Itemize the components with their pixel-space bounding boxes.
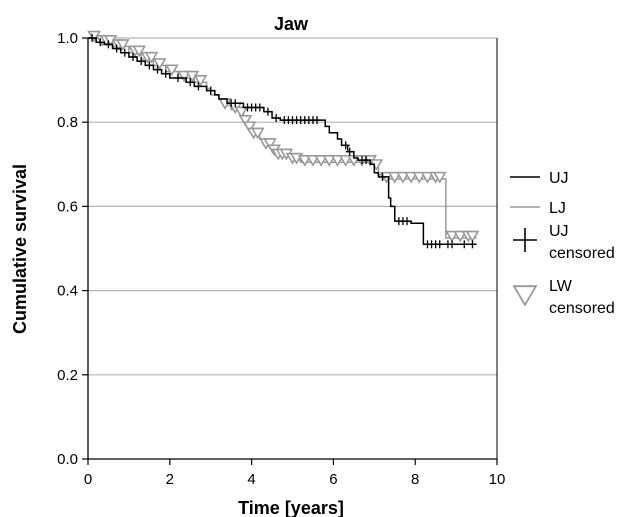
axes (82, 37, 498, 465)
censor-mark-lj (314, 154, 329, 167)
series-uj (88, 34, 477, 249)
censor-mark-lj (453, 230, 468, 243)
censor-mark-lj (238, 115, 253, 127)
legend-label-lj: LJ (549, 200, 566, 217)
x-axis-label: Time [years] (238, 498, 344, 517)
legend-label-lwc: LW (549, 278, 573, 295)
censor-mark-lj (404, 171, 419, 184)
survival-step-uj (88, 37, 477, 246)
grid-lines (88, 37, 497, 376)
censor-mark-lj (445, 230, 459, 243)
survival-step-lj (88, 37, 477, 239)
censor-mark-lj (152, 58, 167, 70)
censor-mark-lj (193, 75, 208, 87)
legend-item-uj: UJ (510, 170, 569, 187)
censor-mark-lj (387, 171, 402, 184)
y-tick-labels: 0.0 0.2 0.4 0.6 0.8 1.0 (57, 30, 78, 468)
legend: UJ LJ UJ censored LW censored (510, 170, 615, 317)
censor-mark-lj (338, 154, 353, 167)
legend-label-lwc: censored (549, 300, 615, 317)
censor-mark-lj (115, 39, 130, 51)
censor-mark-lj (330, 154, 345, 167)
censor-mark-lj (177, 70, 192, 83)
censor-mark-lj (250, 127, 265, 140)
survival-curves (87, 30, 480, 249)
censor-mark-lj (242, 121, 257, 134)
y-tick-label: 0.4 (57, 283, 78, 300)
y-tick-label: 0.6 (57, 198, 78, 215)
censor-mark-lj (297, 154, 312, 167)
censor-mark-lj (234, 106, 249, 119)
censor-mark-lj (263, 138, 277, 150)
chart-title: Jaw (274, 14, 309, 34)
x-tick-label: 6 (329, 471, 337, 488)
y-axis-label: Cumulative survival (10, 164, 30, 334)
censor-mark-lj (144, 51, 159, 64)
legend-item-lwc: LW censored (512, 278, 615, 317)
censor-mark-lj (306, 154, 320, 167)
x-tick-label: 10 (489, 471, 506, 488)
y-tick-label: 0.0 (57, 451, 78, 468)
legend-triangle (512, 285, 538, 307)
legend-label-uj: UJ (549, 170, 569, 187)
censor-mark-lj (420, 171, 435, 184)
legend-item-lj: LJ (510, 200, 566, 217)
censor-mark-lj (412, 171, 427, 184)
x-tick-label: 8 (411, 471, 419, 488)
x-tick-label: 2 (166, 471, 174, 488)
y-tick-label: 0.8 (57, 114, 78, 131)
x-tick-labels: 0 2 4 6 8 10 (84, 471, 506, 488)
series-lj (87, 30, 480, 243)
censor-mark-lj (132, 45, 147, 58)
legend-label-ujc: UJ (549, 223, 569, 240)
legend-item-ujc: UJ censored (513, 223, 615, 262)
censor-mark-lj (465, 230, 480, 243)
censor-mark-lj (396, 171, 410, 184)
y-tick-label: 0.2 (57, 367, 78, 384)
y-tick-label: 1.0 (57, 30, 78, 47)
x-tick-label: 4 (247, 471, 255, 488)
censor-mark-lj (322, 154, 337, 167)
x-tick-label: 0 (84, 471, 92, 488)
censor-mark-lj (164, 64, 179, 77)
legend-label-ujc: censored (549, 245, 615, 262)
censor-mark-lj (432, 171, 447, 184)
